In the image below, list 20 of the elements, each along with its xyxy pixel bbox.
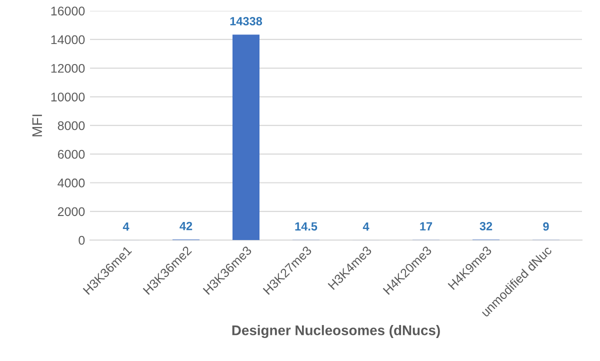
x-axis-title: Designer Nucleosomes (dNucs)	[232, 325, 440, 338]
data-label: 32	[480, 222, 492, 230]
data-label: 4	[362, 222, 370, 231]
y-tick-label: 4000	[58, 178, 85, 188]
data-label: 9	[543, 222, 549, 231]
y-tick-label: 8000	[58, 121, 85, 130]
bar	[232, 34, 260, 240]
data-label: 14.5	[295, 222, 318, 231]
data-label: 17	[420, 222, 432, 230]
y-tick-label: 12000	[51, 64, 85, 73]
y-axis-title: MFI	[32, 114, 42, 136]
data-label: 4	[122, 222, 130, 231]
y-tick-label: 6000	[58, 150, 85, 159]
y-tick-label: 0	[78, 236, 85, 245]
data-label: 14338	[230, 17, 262, 26]
y-tick-label: 14000	[51, 35, 85, 44]
y-tick-label: 16000	[51, 6, 85, 16]
y-tick-label: 10000	[51, 92, 85, 102]
y-tick-label: 2000	[58, 207, 85, 216]
data-label: 42	[180, 222, 192, 230]
